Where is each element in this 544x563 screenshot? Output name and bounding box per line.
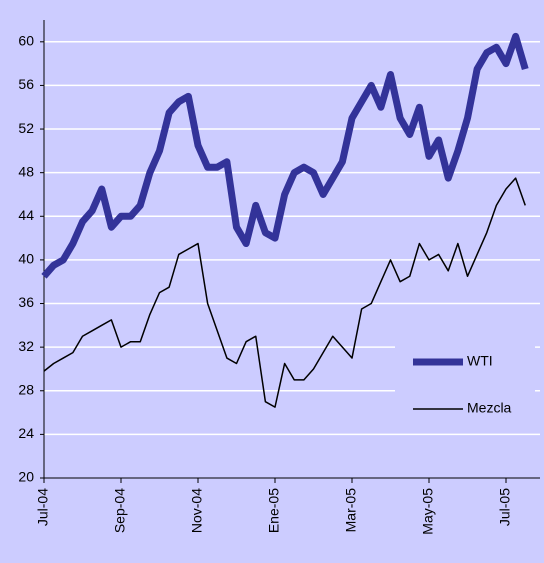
y-tick-label: 20 [18, 469, 34, 485]
y-tick-label: 36 [18, 294, 34, 310]
y-tick-label: 32 [18, 338, 34, 354]
x-tick-label: Nov-04 [189, 488, 205, 533]
legend [395, 335, 535, 430]
legend-label: Mezcla [467, 400, 512, 416]
x-tick-label: Sep-04 [112, 488, 128, 533]
y-tick-label: 24 [18, 425, 34, 441]
y-tick-label: 40 [18, 251, 34, 267]
line-series [41, 32, 529, 279]
y-tick-label: 56 [18, 76, 34, 92]
x-tick-label: Mar-05 [343, 488, 359, 533]
legend-label: WTI [467, 353, 493, 369]
y-tick-label: 60 [18, 33, 34, 49]
y-tick-label: 52 [18, 120, 34, 136]
x-tick-label: Jul-05 [497, 488, 513, 526]
y-tick-label: 48 [18, 163, 34, 179]
x-tick-label: Jul-04 [35, 488, 51, 526]
y-tick-label: 44 [18, 207, 34, 223]
x-tick-label: May-05 [420, 488, 436, 535]
line-series [43, 177, 526, 408]
x-tick-label: Ene-05 [266, 488, 282, 533]
y-tick-label: 28 [18, 381, 34, 397]
